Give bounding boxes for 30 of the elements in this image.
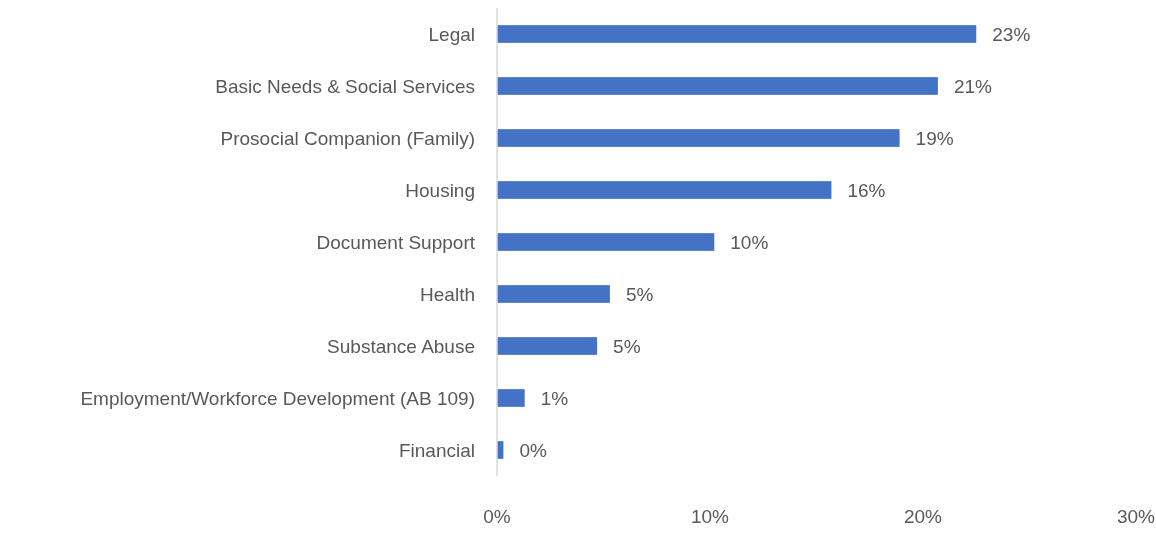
bar	[497, 181, 832, 199]
data-label: 0%	[519, 439, 547, 461]
bar	[497, 25, 977, 43]
data-label: 5%	[613, 335, 641, 357]
y-tick-label: Financial	[398, 439, 475, 461]
data-label: 10%	[730, 231, 769, 253]
data-label: 16%	[847, 179, 886, 201]
data-label: 21%	[953, 75, 993, 97]
x-tick-label: 30%	[1116, 506, 1156, 527]
x-tick-label: 0%	[483, 506, 511, 527]
bar	[497, 129, 900, 147]
data-label: 5%	[625, 283, 654, 305]
bar	[497, 389, 525, 407]
bar	[497, 285, 610, 303]
data-label: 1%	[540, 387, 569, 409]
y-tick-label: Prosocial Companion (Family)	[220, 127, 475, 149]
bar	[497, 233, 715, 251]
y-tick-label: Legal	[428, 23, 475, 45]
y-tick-label: Employment/Workforce Development (AB 109)	[80, 387, 475, 409]
y-tick-label: Health	[420, 283, 475, 305]
y-tick-label: Substance Abuse	[327, 335, 475, 357]
x-tick-label: 20%	[903, 506, 943, 527]
x-tick-label: 10%	[690, 506, 730, 527]
bar	[497, 77, 938, 95]
y-tick-label: Housing	[405, 179, 475, 201]
y-tick-label: Document Support	[316, 231, 476, 253]
y-tick-label: Basic Needs & Social Services	[215, 75, 475, 97]
bar	[497, 337, 598, 355]
data-label: 19%	[915, 127, 954, 149]
data-label: 23%	[992, 23, 1031, 45]
